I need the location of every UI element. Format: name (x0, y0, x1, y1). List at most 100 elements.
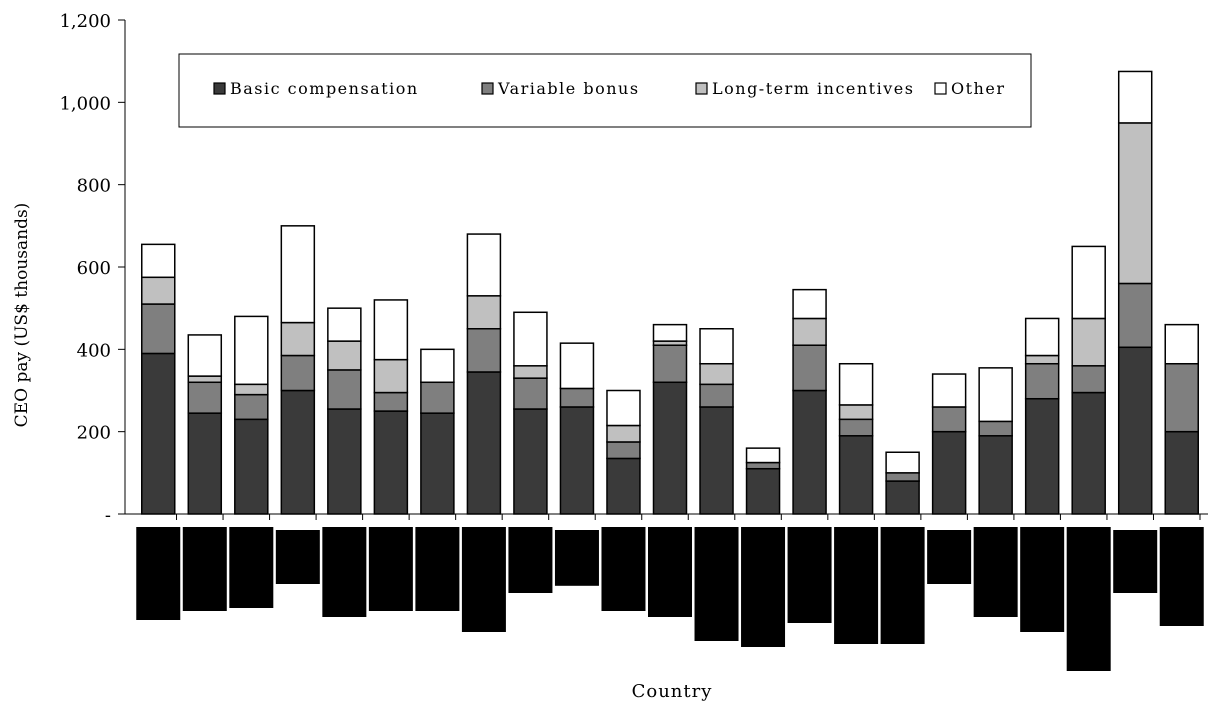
country-label-bar (927, 530, 972, 584)
bar-segment-variable-bonus (606, 441, 641, 460)
bar-segment-long-term-incentives (280, 321, 316, 357)
bar-segment-other (513, 311, 548, 367)
bar-segment-basic-compensation (234, 418, 269, 515)
country-label-bar (275, 530, 320, 584)
bar-segment-basic-compensation (699, 406, 734, 515)
bar-segment-variable-bonus (931, 406, 967, 433)
country-label-bar (461, 527, 506, 632)
bar-segment-other (1117, 70, 1153, 124)
bar-segment-long-term-incentives (187, 375, 223, 384)
bar-segment-basic-compensation (931, 430, 967, 515)
bar-segment-other (792, 288, 827, 320)
bar-segment-other (234, 315, 269, 386)
bar-segment-other (838, 362, 874, 406)
bar-segment-variable-bonus (513, 377, 548, 410)
country-label-bar (834, 527, 879, 644)
x-axis-label: Country (632, 681, 713, 702)
bar-segment-other (466, 233, 502, 297)
bar-segment-variable-bonus (838, 418, 874, 437)
bar-segment-long-term-incentives (327, 340, 362, 371)
bar-segment-variable-bonus (466, 328, 502, 373)
y-axis-label: CEO pay (US$ thousands) (12, 203, 32, 428)
y-tick-label: 1,200 (59, 11, 111, 32)
country-label-bar (229, 527, 274, 608)
country-label-bar (554, 530, 599, 586)
bar-segment-other (652, 323, 688, 342)
bar-segment-variable-bonus (327, 369, 362, 410)
bar-segment-basic-compensation (885, 480, 920, 515)
country-label-bar (880, 527, 925, 644)
legend-swatch (481, 82, 494, 95)
bar-segment-other (420, 348, 455, 384)
bar-segment-variable-bonus (420, 381, 455, 414)
legend-swatch (695, 82, 708, 95)
bar-segment-other (327, 307, 362, 342)
bar-segment-basic-compensation (1071, 391, 1106, 515)
bar-segment-basic-compensation (513, 408, 548, 515)
bar-segment-basic-compensation (327, 408, 362, 515)
country-label-bar (182, 527, 227, 611)
bar-segment-other (187, 334, 223, 377)
bar-segment-other (1164, 323, 1199, 365)
bar-segment-basic-compensation (559, 406, 595, 515)
bar-segment-basic-compensation (1164, 430, 1199, 515)
country-label-bar (508, 527, 553, 593)
bar-segment-long-term-incentives (513, 365, 548, 379)
bar-segment-long-term-incentives (1071, 317, 1106, 367)
bar-segment-variable-bonus (1024, 362, 1060, 400)
bar-segment-variable-bonus (792, 344, 827, 392)
legend-swatch (934, 82, 947, 95)
legend-box (178, 53, 1032, 128)
bar-segment-variable-bonus (978, 420, 1013, 437)
bar-segment-long-term-incentives (792, 317, 827, 346)
bar-segment-other (885, 451, 920, 474)
bar-segment-basic-compensation (466, 371, 502, 515)
y-tick-label: 200 (77, 423, 111, 444)
legend: Basic compensation Variable bonus Long-ter… (178, 53, 1032, 128)
country-label-bar (694, 527, 739, 641)
country-label-bar (601, 527, 646, 611)
bar-segment-variable-bonus (141, 303, 176, 355)
legend-label: Long-term incentives (712, 79, 914, 98)
bar-segment-variable-bonus (699, 383, 734, 408)
country-label-bar (1020, 527, 1065, 632)
bar-segment-basic-compensation (606, 457, 641, 515)
bar-segment-other (559, 342, 595, 390)
y-axis: - 200 400 600 800 1,000 1,200 (59, 11, 1208, 526)
country-label-bar (648, 527, 692, 617)
bar-segment-basic-compensation (838, 435, 874, 515)
bar-segment-long-term-incentives (838, 404, 874, 421)
bar-segment-basic-compensation (1024, 397, 1060, 515)
bar-segment-basic-compensation (978, 435, 1013, 515)
bar-segment-variable-bonus (1164, 362, 1199, 433)
country-label-bar (415, 527, 460, 611)
country-label-bar (1159, 527, 1204, 626)
bar-segment-other (699, 328, 734, 365)
bar-segment-long-term-incentives (1117, 122, 1153, 285)
bar-segment-variable-bonus (652, 344, 688, 384)
bar-segment-other (931, 373, 967, 408)
bar-segment-long-term-incentives (234, 383, 269, 396)
bar-segment-variable-bonus (885, 472, 920, 482)
legend-label: Basic compensation (230, 79, 419, 98)
bar-segment-other (606, 389, 641, 427)
country-label-bar (741, 527, 786, 647)
bar-segment-basic-compensation (792, 389, 827, 515)
bars (141, 70, 1201, 520)
bar-segment-basic-compensation (187, 412, 223, 515)
bar-segment-variable-bonus (1117, 282, 1153, 349)
bar-segment-other (745, 447, 781, 464)
bar-segment-other (280, 225, 316, 324)
bar-segment-variable-bonus (280, 354, 316, 392)
country-label-bar (1113, 530, 1158, 593)
bar-segment-variable-bonus (373, 391, 409, 412)
bar-segment-basic-compensation (420, 412, 455, 515)
bar-segment-basic-compensation (141, 352, 176, 515)
bar-segment-long-term-incentives (606, 424, 641, 443)
country-label-bar (136, 527, 181, 620)
country-label-bar (368, 527, 413, 611)
bar-segment-other (373, 299, 409, 361)
country-label-bar (1066, 527, 1111, 671)
bar-segment-other (1024, 317, 1060, 357)
